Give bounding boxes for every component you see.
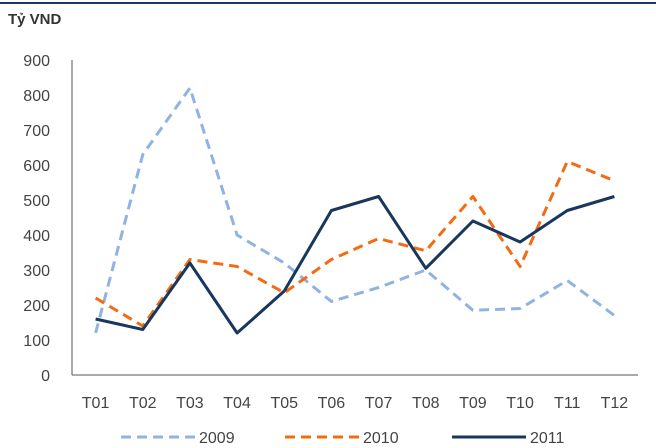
- legend: 2009 2010 2011: [121, 430, 565, 447]
- series-lines: [94, 86, 616, 335]
- x-tick-label: T11: [554, 395, 580, 412]
- y-tick-label: 200: [23, 298, 50, 315]
- x-tick-label: T08: [412, 395, 440, 412]
- x-tick-labels: T01 T02 T03 T04 T05 T06 T07 T08 T09 T10 T11 T12: [82, 395, 629, 412]
- series-line-2010: [94, 160, 615, 328]
- legend-label-2009: 2009: [199, 430, 235, 447]
- legend-label-2010: 2010: [363, 430, 399, 447]
- x-tick-label: T01: [82, 395, 110, 412]
- x-tick-label: T05: [270, 395, 298, 412]
- y-tick-label: 500: [23, 193, 50, 210]
- y-tick-label: 700: [23, 123, 50, 140]
- top-rule: [0, 2, 656, 4]
- y-tick-labels: 0 100 200 300 400 500 600 700 800 900: [23, 53, 50, 385]
- x-tick-label: T10: [506, 395, 534, 412]
- series-line-2009: [94, 86, 616, 334]
- y-tick-label: 300: [23, 263, 50, 280]
- x-tick-label: T02: [129, 395, 157, 412]
- x-tick-label: T12: [601, 395, 629, 412]
- y-tick-label: 800: [23, 88, 50, 105]
- y-axis-unit-label: Tỷ VND: [8, 11, 62, 28]
- x-tick-label: T09: [459, 395, 487, 412]
- y-tick-label: 100: [23, 333, 50, 350]
- x-tick-label: T07: [365, 395, 393, 412]
- axes: [71, 60, 638, 376]
- x-tick-label: T03: [176, 395, 204, 412]
- y-tick-label: 400: [23, 228, 50, 245]
- y-tick-label: 0: [41, 368, 50, 385]
- x-tick-label: T06: [318, 395, 346, 412]
- series-line-2011: [95, 195, 615, 335]
- legend-label-2011: 2011: [530, 430, 565, 447]
- x-tick-label: T04: [223, 395, 251, 412]
- y-tick-label: 900: [23, 53, 50, 70]
- y-tick-label: 600: [23, 158, 50, 175]
